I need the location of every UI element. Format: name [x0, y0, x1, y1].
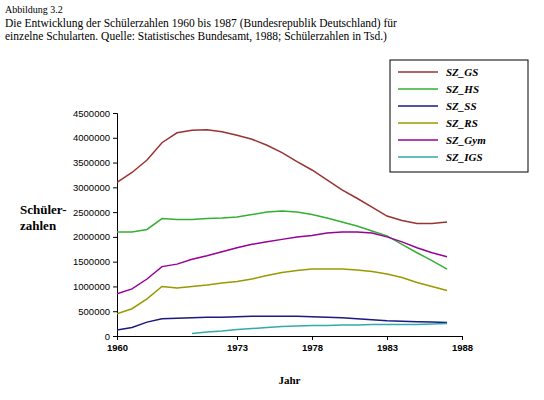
y-tick-label: 2000000 — [73, 231, 110, 242]
x-tick: 1988 — [452, 336, 473, 353]
y-tick-mark — [113, 262, 117, 263]
y-tick-mark — [113, 212, 117, 213]
legend: SZ_GS SZ_HS SZ_SS SZ_RS SZ_Gym SZ_IGS — [390, 60, 528, 172]
y-tick-mark — [113, 163, 117, 164]
y-axis-title: zahlen — [20, 218, 57, 233]
y-tick-mark — [113, 336, 117, 337]
x-axis-title: Jahr — [279, 374, 301, 386]
y-tick-label: 3000000 — [73, 182, 110, 193]
legend-swatch — [398, 139, 438, 141]
series-line — [192, 324, 447, 334]
legend-box — [390, 60, 528, 172]
y-tick-label: 4000000 — [73, 132, 110, 143]
y-tick-mark — [113, 237, 117, 238]
y-tick: 0 — [105, 331, 117, 342]
y-tick-label: 3500000 — [73, 157, 110, 168]
legend-label: SZ_GS — [446, 66, 478, 78]
x-axis-line — [118, 337, 463, 341]
x-tick-mark — [387, 336, 388, 340]
legend-label: SZ_HS — [446, 83, 479, 95]
legend-swatch — [398, 105, 438, 107]
y-tick-label: 1500000 — [73, 256, 110, 267]
y-tick: 2500000 — [73, 207, 117, 218]
y-tick-mark — [113, 138, 117, 139]
y-tick: 2000000 — [73, 231, 117, 242]
x-tick: 1978 — [302, 336, 323, 353]
legend-swatch — [398, 156, 438, 158]
y-tick-mark — [113, 286, 117, 287]
x-tick: 1973 — [227, 336, 248, 353]
subtitle: Die Entwicklung der Schülerzahlen 1960 b… — [5, 17, 397, 30]
y-tick-label: 4500000 — [73, 108, 110, 119]
y-tick: 1500000 — [73, 256, 117, 267]
x-tick-mark — [462, 336, 463, 340]
subtitle: einzelne Schularten. Quelle: Statistisch… — [5, 30, 387, 43]
y-tick: 1000000 — [73, 281, 117, 292]
x-tick-mark — [117, 336, 118, 340]
series-line — [117, 269, 447, 314]
legend-label: SZ_IGS — [446, 151, 483, 163]
x-tick: 1983 — [377, 336, 398, 353]
x-tick-mark — [312, 336, 313, 340]
x-tick-label: 1983 — [377, 342, 398, 353]
y-tick-mark — [113, 113, 117, 114]
x-tick-label: 1978 — [302, 342, 323, 353]
legend-label: SZ_Gym — [446, 134, 486, 146]
x-tick-label: 1973 — [227, 342, 248, 353]
y-tick-label: 1000000 — [73, 281, 110, 292]
y-tick: 4000000 — [73, 132, 117, 143]
y-axis: 0 500000 1000000 1500000 2000000 2500000 30000… — [73, 108, 117, 342]
y-tick-label: 500000 — [78, 306, 110, 317]
legend-swatch — [398, 88, 438, 90]
y-tick-label: 2500000 — [73, 207, 110, 218]
legend-swatch — [398, 122, 438, 124]
series-line — [117, 232, 447, 294]
legend-label: SZ_SS — [446, 100, 477, 112]
x-tick-label: 1960 — [107, 342, 128, 353]
x-tick-label: 1988 — [452, 342, 473, 353]
y-tick-label: 0 — [105, 331, 110, 342]
legend-swatch — [398, 71, 438, 73]
title: Abbildung 3.2 — [5, 4, 63, 15]
y-tick-mark — [113, 187, 117, 188]
y-axis-title: Schüler- — [20, 202, 66, 217]
y-tick: 4500000 — [73, 108, 117, 119]
x-tick-mark — [237, 336, 238, 340]
x-axis: 1960 1973 1978 1983 1988 — [107, 336, 473, 353]
y-tick: 3500000 — [73, 157, 117, 168]
y-tick: 3000000 — [73, 182, 117, 193]
chart: Abbildung 3.2 Die Entwicklung der Schüler… — [0, 0, 544, 400]
x-tick: 1960 — [107, 336, 128, 353]
series-line — [117, 316, 447, 330]
y-tick: 500000 — [78, 306, 117, 317]
legend-label: SZ_RS — [446, 117, 478, 129]
y-axis-line — [113, 114, 118, 337]
y-tick-mark — [113, 311, 117, 312]
